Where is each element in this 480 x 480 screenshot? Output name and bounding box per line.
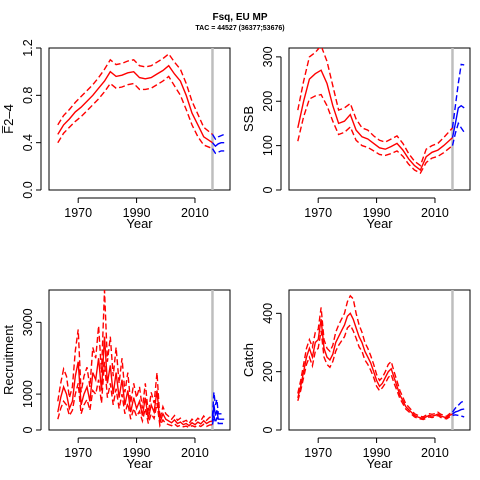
historic-upper-line <box>297 48 454 167</box>
y-axis-label: F̅2–4 <box>1 104 16 134</box>
historic-median-line <box>297 69 453 172</box>
historic-lower-line <box>297 93 453 175</box>
x-tick-label: 2010 <box>181 206 209 220</box>
panel-fbar: 1970 1990 2010 0.0 0.4 0.8 1.2 Year F̅2–4 <box>1 39 231 231</box>
series-group <box>57 290 225 430</box>
panel-ssb: 1970 1990 2010 0 100 200 300 Year SSB <box>241 46 471 231</box>
x-axis-label: Year <box>126 216 153 231</box>
y-tick-label: 0 <box>261 186 275 193</box>
projection-upper-line <box>211 392 225 417</box>
y-tick-label: 1000 <box>21 380 35 408</box>
projection-median-line <box>451 104 465 138</box>
y-axis-label: Catch <box>241 343 256 377</box>
y-tick-label: 400 <box>261 303 275 324</box>
x-tick-label: 1970 <box>304 446 332 460</box>
y-tick-label: 0 <box>21 426 35 433</box>
historic-median-line <box>57 336 213 427</box>
historic-median-line <box>57 64 213 144</box>
plot-frame <box>48 289 231 431</box>
x-tick-label: 1970 <box>64 206 92 220</box>
figure-subtitle: TAC = 44527 (36377;53676) <box>195 25 284 32</box>
y-tick-label: 100 <box>261 135 275 156</box>
projection-lower-line <box>211 148 225 155</box>
projection-lower-line <box>451 121 465 146</box>
y-tick-label: 0 <box>261 426 275 433</box>
y-tick-label: 200 <box>261 91 275 112</box>
historic-median-line <box>297 312 453 420</box>
historic-lower-line <box>57 361 213 429</box>
x-tick-label: 2010 <box>421 206 449 220</box>
y-tick-label: 0.4 <box>21 134 35 151</box>
projection-upper-line <box>451 63 465 128</box>
x-tick-label: 2010 <box>181 446 209 460</box>
plot-frame <box>288 289 471 431</box>
series-group <box>297 48 465 190</box>
projection-median-line <box>211 404 225 422</box>
x-tick-label: 1970 <box>304 206 332 220</box>
x-tick-label: 1990 <box>363 446 391 460</box>
x-tick-label: 1990 <box>123 446 151 460</box>
y-tick-label: 0.8 <box>21 87 35 104</box>
x-axis-label: Year <box>126 456 153 471</box>
projection-upper-line <box>451 400 465 413</box>
x-tick-label: 1970 <box>64 446 92 460</box>
x-tick-label: 1990 <box>123 206 151 220</box>
panel-recruitment: 1970 1990 2010 0 1000 3000 Year Recruitment <box>1 289 231 471</box>
historic-lower-line <box>57 75 213 150</box>
series-group <box>57 48 225 190</box>
projection-median-line <box>211 142 225 148</box>
historic-lower-line <box>297 323 453 421</box>
x-axis-label: Year <box>366 456 393 471</box>
x-axis-label: Year <box>366 216 393 231</box>
y-tick-label: 200 <box>261 361 275 382</box>
projection-median-line <box>452 408 465 415</box>
plot-frame <box>288 47 471 191</box>
y-tick-label: 300 <box>261 46 275 67</box>
series-group <box>297 290 465 430</box>
y-tick-label: 3000 <box>21 308 35 336</box>
x-tick-label: 2010 <box>421 446 449 460</box>
y-axis-label: Recruitment <box>1 325 16 395</box>
projection-lower-line <box>452 414 465 418</box>
plot-frame <box>48 47 231 191</box>
historic-upper-line <box>57 52 213 135</box>
x-tick-label: 1990 <box>363 206 391 220</box>
panel-catch: 1970 1990 2010 0 200 400 Year Catch <box>241 289 471 471</box>
y-axis-label: SSB <box>241 106 256 132</box>
historic-upper-line <box>57 290 213 425</box>
y-tick-label: 1.2 <box>21 39 35 56</box>
figure-title: Fsq, EU MP <box>212 12 267 23</box>
projection-lower-line <box>211 415 225 425</box>
historic-upper-line <box>297 294 453 418</box>
projection-upper-line <box>211 133 225 141</box>
y-tick-label: 0.0 <box>21 181 35 198</box>
